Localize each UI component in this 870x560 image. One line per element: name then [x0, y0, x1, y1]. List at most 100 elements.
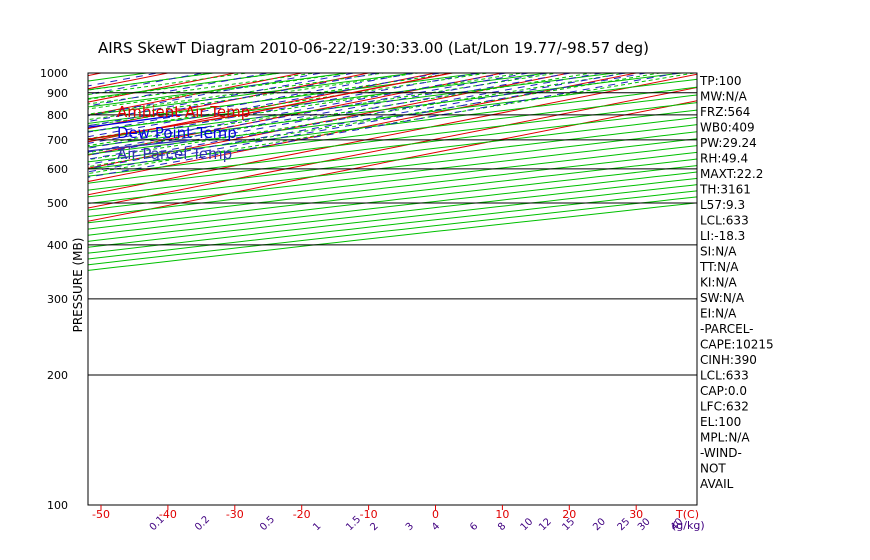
index-label: WB0:409	[700, 121, 755, 135]
dry-adiabat-line	[88, 138, 697, 211]
bottom-temp-tick-label: 30	[629, 508, 643, 521]
index-label: -WIND-	[700, 446, 742, 460]
index-label: TT:N/A	[699, 260, 739, 274]
dry-adiabat-line	[88, 73, 620, 140]
index-label: AVAIL	[700, 477, 734, 491]
index-label: CINH:390	[700, 353, 757, 367]
background-grid	[0, 64, 697, 515]
isotherm-line	[88, 73, 439, 143]
pressure-tick-label: 700	[47, 134, 68, 147]
pressure-tick-label: 800	[47, 109, 68, 122]
legend-entry: Ambient Air Temp	[117, 103, 250, 121]
dry-adiabat-line	[88, 158, 697, 230]
bottom-temp-tick-label: -10	[360, 508, 378, 521]
index-label: CAP:0.0	[700, 384, 747, 398]
dry-adiabat-line	[88, 73, 486, 124]
isotherm-line	[88, 86, 697, 209]
moist-adiabat-line	[88, 73, 664, 168]
bottom-temp-tick-label: -40	[159, 508, 177, 521]
plot-frame	[87, 72, 698, 506]
pressure-tick-label: 400	[47, 239, 68, 252]
moist-adiabat-line	[88, 73, 457, 127]
moist-adiabat-line	[88, 73, 388, 115]
pressure-tick-label: 900	[47, 87, 68, 100]
index-label: LCL:633	[700, 214, 749, 228]
isotherm-line	[0, 64, 13, 515]
index-label: RH:49.4	[700, 152, 748, 166]
index-label: -PARCEL-	[700, 322, 754, 336]
isotherm-line	[88, 73, 697, 196]
dry-adiabat-line	[88, 151, 697, 224]
bottom-temp-tick-label: -20	[293, 508, 311, 521]
y-axis-label: PRESSURE (MB)	[71, 238, 85, 333]
mixing-ratio-label: 0.5	[258, 514, 277, 533]
mixing-ratio-line	[88, 73, 605, 165]
pressure-tick-label: 200	[47, 369, 68, 382]
legend-entry: Dew Point Temp	[117, 124, 237, 142]
dry-adiabat-line	[88, 86, 697, 163]
dry-adiabat-line	[88, 131, 697, 204]
bottom-temp-tick-label: 20	[562, 508, 576, 521]
mixing-ratio-line	[88, 73, 550, 156]
mixing-ratio-line	[88, 73, 649, 173]
mixing-ratio-label: 20	[591, 516, 608, 533]
dry-adiabat-line	[88, 165, 697, 236]
pressure-tick-label: 100	[47, 499, 68, 512]
index-label: FRZ:564	[700, 105, 750, 119]
bottom-temp-tick-label: -30	[226, 508, 244, 521]
index-label: PW:29.24	[700, 136, 757, 150]
mixing-ratio-label: 8	[496, 521, 508, 533]
dry-adiabat-line	[88, 73, 687, 148]
mixing-ratio-line	[88, 73, 532, 153]
dry-adiabat-line	[88, 73, 352, 108]
bottom-temp-tick-label: 10	[495, 508, 509, 521]
mixing-ratio-line	[88, 73, 509, 149]
index-label: L57:9.3	[700, 198, 745, 212]
moist-adiabat-line	[88, 73, 697, 175]
bottom-temp-tick-label: 0	[432, 508, 439, 521]
index-label: SI:N/A	[700, 245, 737, 259]
dry-adiabat-line	[88, 78, 697, 155]
mixing-ratio-label: 6	[468, 521, 480, 533]
dry-adiabat-line	[88, 145, 697, 218]
index-label: NOT	[700, 462, 726, 476]
mixing-ratio-line	[88, 73, 443, 138]
index-label: MW:N/A	[700, 90, 748, 104]
mixing-ratio-line	[88, 73, 481, 144]
index-label: MPL:N/A	[700, 431, 750, 445]
pressure-tick-label: 600	[47, 163, 68, 176]
index-label: LCL:633	[700, 369, 749, 383]
dry-adiabat-line	[88, 116, 697, 191]
index-label: EL:100	[700, 415, 741, 429]
mixing-ratio-label: 1	[311, 521, 323, 533]
mixing-ratio-label: 0.2	[193, 514, 212, 533]
mixing-ratio-line	[88, 73, 574, 160]
mixing-ratio-label: 12	[537, 516, 554, 533]
legend: Ambient Air Temp Dew Point Temp Air Parcel…	[117, 103, 250, 163]
bottom-temp-tick-label: -50	[92, 508, 110, 521]
isotherm-line	[0, 64, 80, 515]
profiles	[88, 73, 452, 152]
mixing-ratio-label: 4	[430, 521, 442, 533]
isotherm-line	[88, 100, 697, 222]
index-label: EI:N/A	[700, 307, 737, 321]
ambient-air-temp-line	[88, 73, 452, 140]
isotherm-line	[88, 73, 505, 156]
index-label: LI:-18.3	[700, 229, 745, 243]
mixing-ratio-label: 10	[519, 516, 536, 533]
chart-title: AIRS SkewT Diagram 2010-06-22/19:30:33.0…	[98, 39, 649, 57]
index-label: SW:N/A	[700, 291, 745, 305]
mixing-ratio-label: 2	[368, 521, 380, 533]
legend-entry: Air Parcel Temp	[117, 145, 232, 163]
temp-unit-label: T(C)	[675, 508, 699, 521]
moist-adiabat-line	[88, 73, 319, 105]
dry-adiabat-line	[88, 73, 419, 116]
dry-adiabat-line	[88, 109, 697, 184]
pressure-tick-label: 300	[47, 293, 68, 306]
index-label: KI:N/A	[700, 276, 737, 290]
moist-adiabat-line	[88, 73, 561, 147]
dry-adiabat-line	[88, 124, 697, 198]
